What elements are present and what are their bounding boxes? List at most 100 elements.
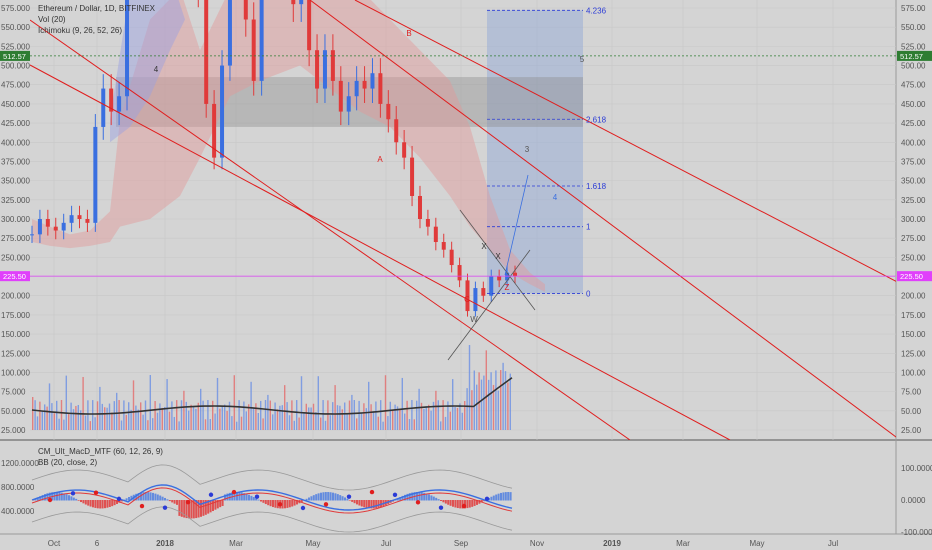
volume-bar — [329, 415, 331, 430]
macd-histogram-bar — [56, 492, 58, 501]
channel-line — [309, 0, 896, 438]
price-tags: 512.57 512.57 225.50 225.50 — [0, 50, 932, 282]
volume-bar — [334, 385, 336, 430]
volume-bar — [428, 404, 430, 430]
candle-body — [212, 103, 217, 158]
volume-bar — [197, 402, 199, 430]
volume-bar — [351, 394, 353, 430]
volume-bar — [207, 400, 209, 430]
macd-histogram-bar — [96, 500, 99, 509]
volume-bar — [190, 404, 192, 430]
candle-body — [465, 280, 470, 312]
macd-histogram-bar — [368, 500, 370, 509]
volume-bar — [149, 375, 151, 430]
macd-histogram-bar — [360, 500, 363, 507]
fib-box-rect — [487, 10, 583, 294]
price-tick-label: 150.00 — [901, 330, 926, 339]
volume-bar — [70, 402, 72, 430]
macd-histogram-bar — [310, 496, 313, 501]
macd-histogram-bar — [176, 500, 178, 505]
volume-bar — [269, 400, 271, 430]
macd-histogram-bar — [75, 498, 78, 501]
macd-histogram-bar — [46, 493, 49, 501]
macd-histogram-bar — [180, 500, 183, 517]
cross-dot — [47, 497, 53, 503]
volume-bar — [53, 413, 55, 430]
macd-histogram-bar — [260, 500, 262, 502]
cross-dot — [231, 489, 237, 495]
volume-bar — [75, 405, 77, 430]
volume-bar — [94, 417, 96, 430]
wave-label: X — [495, 252, 501, 261]
macd-histogram-bar — [125, 498, 128, 501]
candles — [30, 0, 517, 317]
volume-bar — [490, 372, 492, 430]
volume-bar — [485, 350, 487, 430]
volume-bar — [87, 400, 89, 430]
wave-label: C — [464, 295, 470, 304]
macd-histogram-bar — [286, 500, 289, 508]
candle-body — [417, 195, 422, 219]
volume-bar — [423, 408, 425, 430]
wave-label: X — [481, 242, 487, 251]
volume-bar — [214, 413, 216, 430]
volume-bar — [396, 406, 399, 430]
cross-dot — [254, 494, 260, 499]
macd-histogram-bar — [94, 500, 97, 508]
macd-histogram-bar — [423, 492, 426, 501]
volume-tick-label: 525.000 — [1, 42, 30, 51]
macd-histogram-bar — [185, 500, 188, 519]
fib-extension-box — [487, 10, 583, 294]
volume-bar — [77, 404, 79, 430]
macd-histogram-bar — [476, 500, 478, 505]
price-tick-label: 400.00 — [901, 138, 926, 147]
wave-labels: 4 B A 5 3 4 XX Z C W — [154, 29, 585, 324]
volume-bar — [452, 379, 454, 430]
volume-bar — [159, 403, 161, 430]
price-tick-label: 575.00 — [901, 4, 926, 13]
macd-histogram-bar — [192, 500, 195, 519]
macd-histogram-bar — [449, 500, 452, 506]
volume-tick-label: 550.000 — [1, 23, 30, 32]
candle-body — [299, 0, 304, 5]
macd-histogram-bar — [70, 496, 73, 501]
volume-bar — [120, 420, 123, 430]
macd-histogram-bar — [72, 497, 75, 501]
volume-bar — [480, 379, 483, 430]
candle-body — [346, 96, 351, 112]
macd-histogram-bar — [34, 498, 37, 501]
volume-bar — [432, 401, 435, 430]
macd-histogram-bar — [173, 500, 176, 504]
volume-bar — [226, 410, 228, 430]
volume-bar — [507, 382, 509, 430]
volume-bar — [305, 403, 307, 430]
volume-bar — [171, 401, 173, 430]
volume-bar — [84, 415, 87, 430]
volume-bar — [492, 384, 495, 430]
price-axis[interactable]: 575.00 550.00 525.00 500.00 475.00 450.00 425.… — [901, 4, 926, 435]
time-axis[interactable]: Oct 6 2018 Mar May Jul Sep Nov 2019 Mar May Jul — [48, 539, 839, 548]
cross-dot — [392, 492, 398, 497]
volume-bar — [272, 414, 274, 430]
time-tick-label: Mar — [229, 539, 243, 548]
cross-dot — [277, 502, 283, 507]
volume-tick-label: 500.000 — [1, 62, 30, 71]
macd-histogram-bar — [305, 498, 308, 501]
volume-bar — [288, 415, 291, 430]
macd-histogram-bar — [224, 494, 226, 501]
macd-histogram-bar — [84, 500, 87, 505]
volume-bar — [459, 403, 461, 430]
volume-bar — [252, 408, 255, 430]
volume-bar — [219, 408, 221, 430]
macd-histogram-bar — [452, 500, 454, 507]
volume-bar — [137, 409, 139, 430]
volume-tick-label: 100.000 — [1, 368, 30, 377]
price-tag-label: 512.57 — [3, 52, 26, 61]
candle-body — [85, 219, 90, 223]
price-tick-label: 500.00 — [901, 62, 926, 71]
volume-bar — [166, 379, 168, 430]
volume-bar — [60, 400, 63, 430]
macd-histogram-bar — [104, 500, 106, 509]
